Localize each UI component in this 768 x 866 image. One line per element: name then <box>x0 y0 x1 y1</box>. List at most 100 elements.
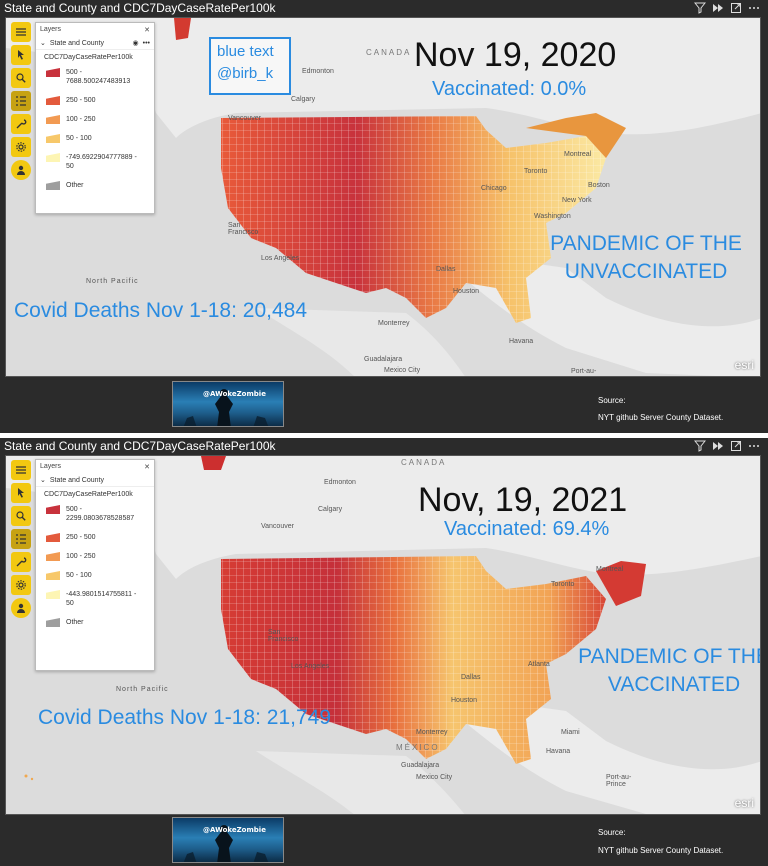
label-atlanta: Atlanta <box>528 661 550 668</box>
account-button[interactable] <box>11 160 31 180</box>
chevron-down-icon[interactable]: ⌄ <box>40 477 46 484</box>
pandemic-text: PANDEMIC OF THE VACCINATED <box>578 645 761 696</box>
watermark-box: blue text @birb_k <box>209 37 291 95</box>
layers-button[interactable] <box>11 91 31 111</box>
label-calgary: Calgary <box>291 96 316 103</box>
legend-label: -749.6922904777889 - 50 <box>66 154 137 170</box>
drill-icon[interactable] <box>712 2 724 14</box>
banner-image: @AWokeZombie <box>172 381 284 427</box>
settings-button[interactable] <box>11 575 31 595</box>
layers-button[interactable] <box>11 529 31 549</box>
search-button[interactable] <box>11 506 31 526</box>
label-vancouver: Vancouver <box>261 523 294 530</box>
label-edmonton: Edmonton <box>324 479 356 486</box>
legend-item: Other <box>36 176 154 195</box>
layer-more-icon[interactable]: ••• <box>142 39 150 47</box>
watermark-line: @birb_k <box>217 65 274 82</box>
esri-logo: esri <box>734 358 754 372</box>
legend-item: 100 - 250 <box>36 110 154 129</box>
vaccinated-text: Vaccinated: 0.0% <box>432 78 587 100</box>
label-new-york: New York <box>562 197 592 204</box>
label-guadalajara: Guadalajara <box>401 762 440 769</box>
wrench-icon <box>16 557 27 567</box>
pandemic-text: PANDEMIC OF THE UNVACCINATED <box>550 232 742 283</box>
label-canada: CANADA <box>401 458 447 467</box>
user-icon <box>17 603 25 613</box>
legend-label: Other <box>66 182 84 189</box>
chevron-down-icon[interactable]: ⌄ <box>40 40 46 47</box>
legend-item: 500 - 7688.500247483913 <box>36 63 154 91</box>
visibility-eye-icon[interactable]: ◉ <box>132 40 139 47</box>
more-options-icon[interactable] <box>748 440 760 452</box>
label-north-pacific: North Pacific <box>86 278 139 285</box>
legend-swatch <box>46 533 60 542</box>
label-calgary: Calgary <box>318 506 343 513</box>
layer-row[interactable]: ⌄ State and County ◉ ••• <box>36 37 154 50</box>
settings-button[interactable] <box>11 137 31 157</box>
label-guadalajara: Guadalajara <box>364 356 403 363</box>
label-mexico-city: Mexico City <box>416 774 453 781</box>
legend-label: 250 - 500 <box>66 97 96 104</box>
label-toronto: Toronto <box>551 581 575 588</box>
label-port-au-prince: Port-au- <box>571 368 597 375</box>
visual-title: State and County and CDC7DayCaseRatePer1… <box>0 0 768 17</box>
focus-mode-icon[interactable] <box>730 2 742 14</box>
list-icon <box>16 96 26 106</box>
layers-panel: Layers ✕ ⌄ State and County CDC7DayCaseR… <box>35 459 155 671</box>
label-miami: Miami <box>561 729 580 736</box>
map-visual-2021: State and County and CDC7DayCaseRatePer1… <box>0 438 768 866</box>
menu-button[interactable] <box>11 22 31 42</box>
layers-title: Layers <box>40 26 62 33</box>
filter-icon[interactable] <box>694 2 706 14</box>
legend-label: 100 - 250 <box>66 553 96 560</box>
label-vancouver: Vancouver <box>228 115 261 122</box>
cursor-icon <box>18 50 24 60</box>
user-icon <box>17 165 25 175</box>
layers-header: Layers ✕ <box>36 460 154 474</box>
label-montreal: Montreal <box>564 151 592 158</box>
layer-field-name: CDC7DayCaseRatePer100k <box>44 54 133 61</box>
close-icon[interactable]: ✕ <box>144 27 150 34</box>
source-value: NYT github Server County Dataset. <box>598 846 724 855</box>
deaths-text: Covid Deaths Nov 1-18: 20,484 <box>14 299 308 322</box>
layer-name: State and County <box>49 39 104 47</box>
legend-label: 500 - 7688.500247483913 <box>66 69 131 85</box>
label-toronto: Toronto <box>524 168 548 175</box>
layers-title: Layers <box>40 463 62 470</box>
source-label: Source: <box>598 828 626 837</box>
analytics-button[interactable] <box>11 114 31 134</box>
legend-item: -443.9801514755811 - 50 <box>36 585 154 613</box>
map-canvas[interactable]: CANADA Edmonton Calgary Vancouver San Fr… <box>5 455 761 815</box>
close-icon[interactable]: ✕ <box>144 464 150 471</box>
select-tool-button[interactable] <box>11 45 31 65</box>
select-tool-button[interactable] <box>11 483 31 503</box>
account-button[interactable] <box>11 598 31 618</box>
label-washington: Washington <box>534 213 571 220</box>
zombie-silhouette-icon <box>183 389 269 426</box>
legend-swatch <box>46 505 60 514</box>
label-mexico-city: Mexico City <box>384 367 421 374</box>
date-title: Nov, 19, 2021 <box>418 481 628 519</box>
analytics-button[interactable] <box>11 552 31 572</box>
legend-swatch <box>46 96 60 105</box>
layers-header: Layers ✕ <box>36 23 154 37</box>
gear-icon <box>16 142 26 152</box>
filter-icon[interactable] <box>694 440 706 452</box>
label-north-pacific: North Pacific <box>116 686 169 693</box>
label-mexico: MÉXICO <box>396 743 440 752</box>
menu-button[interactable] <box>11 460 31 480</box>
vaccinated-text: Vaccinated: 69.4% <box>444 518 610 540</box>
layer-row[interactable]: ⌄ State and County <box>36 474 154 487</box>
focus-mode-icon[interactable] <box>730 440 742 452</box>
label-boston: Boston <box>588 182 610 189</box>
legend-label: -443.9801514755811 - 50 <box>66 591 137 607</box>
label-havana: Havana <box>509 338 534 345</box>
label-havana: Havana <box>546 748 571 755</box>
more-options-icon[interactable] <box>748 2 760 14</box>
label-dallas: Dallas <box>436 266 456 273</box>
legend-swatch <box>46 618 60 627</box>
map-canvas[interactable]: CANADA Edmonton Calgary Vancouver San Fr… <box>5 17 761 377</box>
label-dallas: Dallas <box>461 674 481 681</box>
drill-icon[interactable] <box>712 440 724 452</box>
search-button[interactable] <box>11 68 31 88</box>
